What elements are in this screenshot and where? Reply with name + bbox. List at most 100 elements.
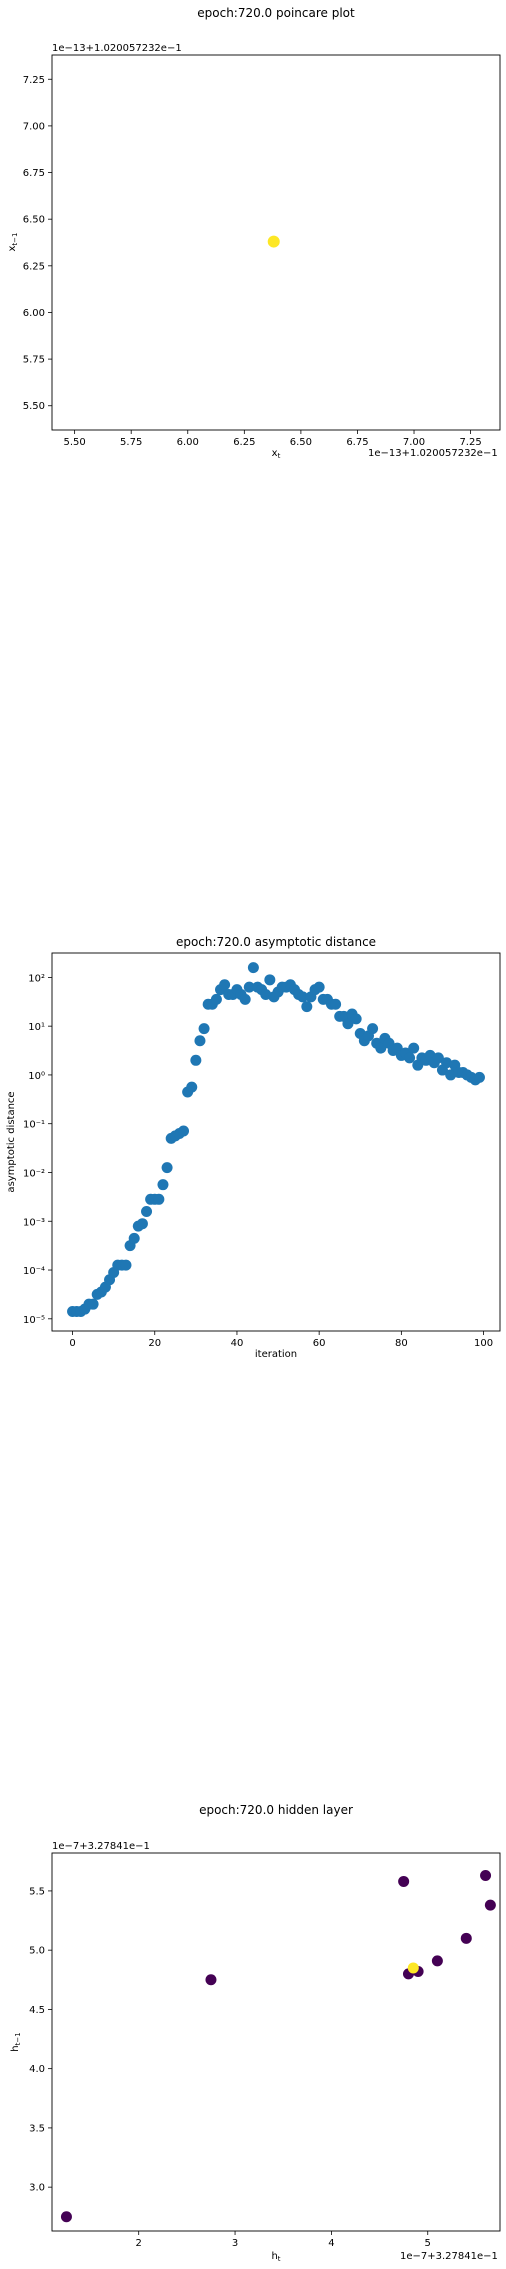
data-point <box>484 1899 496 1911</box>
x-tick-label: 7.00 <box>403 437 425 448</box>
data-point <box>407 1962 419 1974</box>
data-point <box>350 1013 362 1025</box>
y-offset-label: 1e−13+1.020057232e−1 <box>52 43 182 54</box>
data-point <box>239 993 251 1005</box>
y-ticks: 10⁻⁵ 10⁻⁴ 10⁻³ 10⁻² 10⁻¹ 10⁰ 10¹ 10² <box>23 973 52 1326</box>
y-tick-label: 4.5 <box>29 2005 45 2016</box>
chart-title: epoch:720.0 poincare plot <box>197 6 355 20</box>
data-point <box>301 1001 313 1013</box>
x-tick-label: 3 <box>232 2238 238 2249</box>
x-tick-label: 5 <box>425 2238 431 2249</box>
hidden-layer-plot: epoch:720.0 hidden layer 1e−7+3.27841e−1… <box>10 1803 501 2263</box>
data-point <box>157 1179 169 1191</box>
data-point <box>141 1206 153 1218</box>
data-point <box>198 1023 210 1035</box>
x-ticks: 0 20 40 60 80 100 <box>69 1331 493 1349</box>
x-axis-label: iteration <box>255 1349 297 1360</box>
x-tick-label: 20 <box>148 1338 161 1349</box>
y-tick-label: 10⁻⁵ <box>23 1315 45 1326</box>
plot-area <box>51 1852 501 2232</box>
y-tick-label: 3.0 <box>29 2183 45 2194</box>
data-point <box>367 1023 379 1035</box>
x-tick-label: 6.00 <box>177 437 199 448</box>
x-offset-label: 1e−13+1.020057232e−1 <box>368 448 498 459</box>
data-point <box>194 1035 206 1047</box>
data-point <box>431 1955 443 1967</box>
x-offset-label: 1e−7+3.27841e−1 <box>400 2251 498 2262</box>
data-point <box>398 1875 410 1887</box>
x-axis-label: xt <box>272 448 281 460</box>
data-point <box>128 1232 140 1244</box>
data-point <box>153 1193 165 1205</box>
y-tick-label: 7.00 <box>23 121 45 132</box>
data-point <box>60 2211 72 2223</box>
x-tick-label: 5.75 <box>120 437 142 448</box>
data-point <box>480 1870 492 1882</box>
data-points <box>60 1870 496 2223</box>
y-ticks: 3.0 3.5 4.0 4.5 5.0 5.5 <box>29 1886 52 2194</box>
plot-area <box>51 952 501 1332</box>
data-point <box>342 1018 354 1030</box>
chart-title: epoch:720.0 asymptotic distance <box>176 935 376 949</box>
x-ticks: 5.50 5.75 6.00 6.25 6.50 6.75 7.00 7.25 <box>63 430 482 448</box>
y-tick-label: 6.75 <box>23 168 45 179</box>
data-point <box>264 974 276 986</box>
y-tick-label: 6.00 <box>23 308 45 319</box>
data-point <box>120 1259 132 1271</box>
poincare-plot: epoch:720.0 poincare plot 1e−13+1.020057… <box>7 6 501 460</box>
y-axis-label: xt−1 <box>7 233 19 252</box>
x-axis-label: ht <box>271 2251 280 2263</box>
data-point <box>313 981 325 993</box>
data-point <box>247 962 259 974</box>
x-tick-label: 80 <box>395 1338 408 1349</box>
x-tick-label: 2 <box>136 2238 142 2249</box>
data-point <box>330 998 342 1010</box>
y-tick-label: 3.5 <box>29 2123 45 2134</box>
y-tick-label: 10² <box>28 973 45 984</box>
y-tick-label: 4.0 <box>29 2064 45 2075</box>
x-tick-label: 6.75 <box>346 437 368 448</box>
y-axis-label: asymptotic distance <box>6 1091 17 1192</box>
x-tick-label: 6.25 <box>233 437 255 448</box>
y-tick-label: 5.0 <box>29 1946 45 1957</box>
y-offset-label: 1e−7+3.27841e−1 <box>52 1841 150 1852</box>
data-point <box>267 235 280 248</box>
data-point <box>432 1052 444 1064</box>
data-point <box>219 979 231 991</box>
data-point <box>87 1298 99 1310</box>
data-point <box>243 981 255 993</box>
y-tick-label: 10¹ <box>28 1022 45 1033</box>
y-tick-label: 5.75 <box>23 355 45 366</box>
y-tick-label: 10⁻³ <box>23 1217 45 1228</box>
data-point <box>375 1042 387 1054</box>
x-tick-label: 4 <box>328 2238 334 2249</box>
data-point <box>161 1162 173 1174</box>
y-ticks: 5.50 5.75 6.00 6.25 6.50 6.75 7.00 7.25 <box>23 75 52 412</box>
data-points <box>67 962 485 1317</box>
data-point <box>136 1218 148 1230</box>
y-tick-label: 10⁻² <box>23 1168 45 1179</box>
x-tick-label: 40 <box>231 1338 244 1349</box>
y-tick-label: 10⁻¹ <box>23 1120 45 1131</box>
data-points <box>267 235 280 248</box>
x-tick-label: 7.25 <box>459 437 481 448</box>
asymptotic-distance-plot: epoch:720.0 asymptotic distance 0 20 40 60 8… <box>6 935 501 1360</box>
y-tick-label: 5.5 <box>29 1886 45 1897</box>
data-point <box>205 1974 217 1986</box>
x-tick-label: 0 <box>69 1338 75 1349</box>
data-point <box>297 991 309 1003</box>
y-tick-label: 7.25 <box>23 75 45 86</box>
data-point <box>404 1052 416 1064</box>
x-tick-label: 6.50 <box>290 437 312 448</box>
data-point <box>473 1071 485 1083</box>
data-point <box>460 1932 472 1944</box>
data-point <box>210 993 222 1005</box>
x-tick-label: 60 <box>313 1338 326 1349</box>
y-tick-label: 10⁰ <box>28 1071 45 1082</box>
y-tick-label: 6.50 <box>23 215 45 226</box>
x-tick-label: 5.50 <box>63 437 85 448</box>
data-point <box>190 1054 202 1066</box>
data-point <box>178 1125 190 1137</box>
chart-title: epoch:720.0 hidden layer <box>199 1803 353 1817</box>
